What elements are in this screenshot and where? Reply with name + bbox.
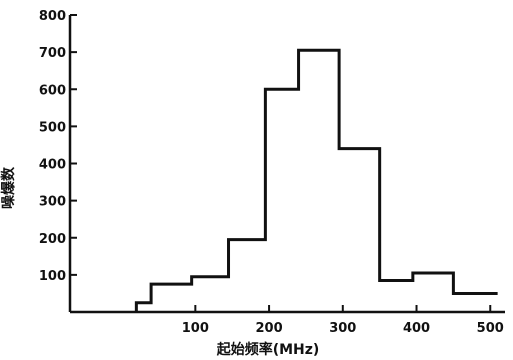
- y-tick-label: 100: [39, 269, 66, 284]
- histogram-bars: [134, 48, 498, 312]
- x-axis-title: 起始频率(MHz): [216, 341, 320, 358]
- histogram-bin: [413, 273, 454, 312]
- y-tick-label: 200: [39, 232, 66, 247]
- y-tick-label: 300: [39, 195, 66, 210]
- x-tick-label: 200: [255, 321, 282, 336]
- histogram-step-line: [134, 48, 498, 312]
- tick-labels: 100 200 300 400 500 600 700 800 100 200 300 400 500: [39, 9, 504, 336]
- x-tick-label: 500: [477, 321, 504, 336]
- y-tick-label: 700: [39, 46, 66, 61]
- histogram-bin: [192, 277, 229, 312]
- histogram-bin: [265, 89, 298, 312]
- axes: [68, 14, 505, 314]
- histogram-bin: [453, 293, 497, 312]
- y-tick-label: 600: [39, 83, 66, 98]
- x-tick-label: 100: [182, 321, 209, 336]
- histogram-bin: [151, 284, 192, 312]
- y-tick-label: 500: [39, 120, 66, 135]
- y-axis-title: 噪爆数: [0, 166, 17, 209]
- histogram-bin: [380, 280, 413, 312]
- histogram-bin: [229, 240, 266, 312]
- y-tick-label: 800: [39, 9, 66, 24]
- x-tick-label: 300: [329, 321, 356, 336]
- histogram-bin: [339, 149, 380, 312]
- y-tick-label: 400: [39, 158, 66, 173]
- x-tick-label: 400: [403, 321, 430, 336]
- histogram-bin: [299, 50, 340, 312]
